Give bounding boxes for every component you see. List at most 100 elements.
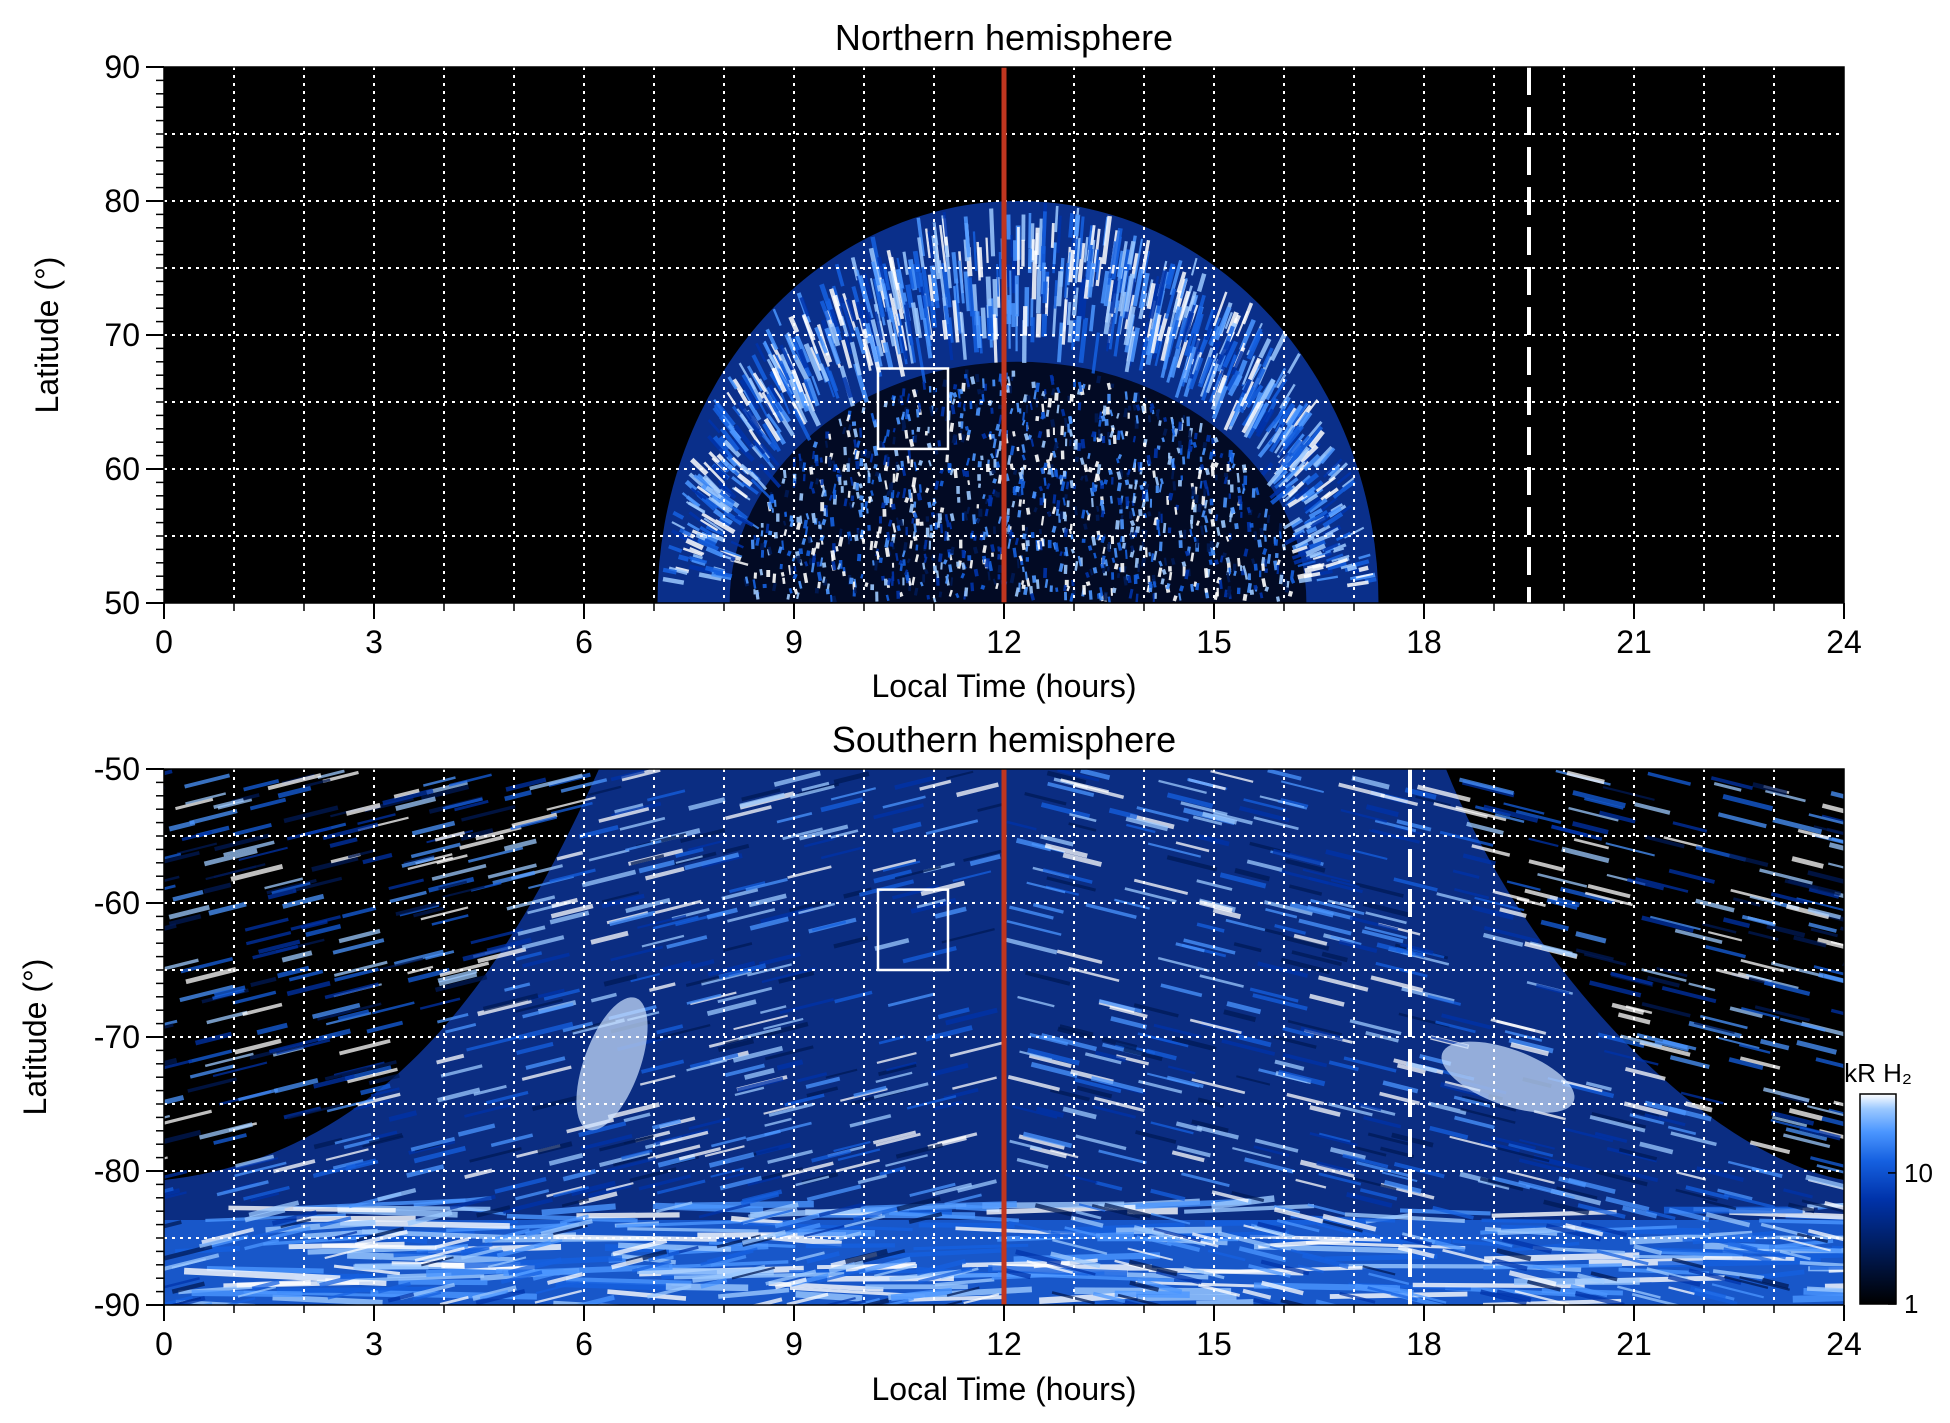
north-auroral-streak xyxy=(1280,438,1303,468)
south-streak xyxy=(1705,945,1746,959)
south-streak xyxy=(1583,797,1624,810)
south-streak xyxy=(436,1053,465,1065)
north-speckle xyxy=(1085,509,1090,516)
north-auroral-streak xyxy=(767,353,779,369)
south-streak xyxy=(1219,872,1267,889)
south-streak xyxy=(767,1149,813,1165)
north-speckle xyxy=(1101,555,1106,564)
north-auroral-streak xyxy=(1191,354,1200,375)
north-auroral-streak xyxy=(737,389,750,407)
south-streak xyxy=(281,950,313,963)
south-streak xyxy=(362,852,393,865)
south-streak xyxy=(338,928,381,944)
south-streak xyxy=(290,915,341,931)
north-speckle xyxy=(1022,394,1028,403)
south-streak xyxy=(1766,923,1806,938)
south-title: Southern hemisphere xyxy=(832,719,1176,760)
south-streak xyxy=(707,960,756,977)
north-speckle xyxy=(831,561,837,571)
south-streak xyxy=(1818,972,1844,984)
north-x-tick-label: 24 xyxy=(1826,624,1862,660)
north-auroral-streak xyxy=(1154,339,1163,367)
north-speckle xyxy=(970,582,975,592)
south-streak xyxy=(439,1295,469,1305)
north-speckle xyxy=(917,459,924,466)
south-streak xyxy=(572,1294,615,1305)
north-auroral-streak xyxy=(1164,288,1177,320)
north-auroral-streak xyxy=(1085,248,1094,281)
south-streak xyxy=(1560,1079,1603,1093)
north-speckle xyxy=(819,457,823,463)
south-streak xyxy=(1824,1200,1844,1211)
south-streak xyxy=(1355,1161,1412,1178)
south-streak xyxy=(505,777,547,792)
north-auroral-streak xyxy=(743,389,757,411)
north-speckle xyxy=(1241,488,1246,495)
north-auroral-streak xyxy=(705,546,724,558)
north-auroral-streak xyxy=(806,377,820,407)
north-auroral-streak xyxy=(845,298,856,322)
north-speckle xyxy=(1218,579,1223,590)
south-streak xyxy=(1181,1172,1230,1188)
south-streak xyxy=(1129,813,1175,830)
south-streak xyxy=(1191,1119,1229,1133)
south-streak xyxy=(1246,859,1283,872)
north-speckle xyxy=(829,516,835,527)
south-streak xyxy=(570,1180,616,1197)
south-streak xyxy=(818,1202,866,1218)
north-auroral-streak xyxy=(898,283,906,306)
north-y-tick-label: 50 xyxy=(104,585,140,621)
north-speckle xyxy=(948,522,953,530)
north-speckle xyxy=(960,572,966,579)
north-speckle xyxy=(853,439,858,448)
north-speckle xyxy=(1054,392,1059,401)
south-streak xyxy=(1693,1021,1735,1034)
north-auroral-streak xyxy=(1326,553,1344,563)
south-streak xyxy=(1707,930,1743,942)
north-speckle xyxy=(1111,557,1116,564)
south-streak xyxy=(1661,986,1717,1004)
north-speckle xyxy=(847,536,851,545)
south-streak xyxy=(755,1142,792,1156)
south-streak xyxy=(1620,1169,1659,1183)
north-speckle xyxy=(982,493,986,500)
north-auroral-streak xyxy=(1175,290,1191,328)
south-streak xyxy=(652,1118,682,1130)
north-auroral-streak xyxy=(870,318,884,357)
south-polar-arc xyxy=(1630,1226,1710,1236)
north-speckle xyxy=(1041,403,1045,413)
north-speckle xyxy=(780,571,785,577)
south-streak xyxy=(412,1291,442,1301)
north-speckle xyxy=(804,526,809,536)
north-auroral-streak xyxy=(1289,402,1308,430)
north-auroral-streak xyxy=(705,525,725,537)
south-streak xyxy=(1594,1131,1628,1143)
north-auroral-streak xyxy=(1325,527,1339,537)
south-polar-arc xyxy=(616,1219,744,1228)
north-speckle xyxy=(808,466,814,475)
north-speckle xyxy=(894,449,899,457)
south-streak xyxy=(237,1286,277,1298)
south-streak xyxy=(1383,1180,1422,1194)
north-speckle xyxy=(1068,528,1072,535)
north-speckle xyxy=(1100,415,1106,422)
north-speckle xyxy=(1187,440,1192,450)
south-streak xyxy=(742,1235,774,1247)
south-streak xyxy=(706,999,757,1016)
south-streak xyxy=(507,1257,563,1276)
south-streak xyxy=(244,1207,286,1223)
south-streak xyxy=(887,992,935,1007)
south-streak xyxy=(625,839,662,852)
north-speckle xyxy=(1259,592,1264,599)
north-auroral-streak xyxy=(951,251,959,284)
north-auroral-streak xyxy=(1174,369,1187,399)
north-speckle xyxy=(926,442,932,449)
north-speckle xyxy=(966,490,972,500)
north-auroral-streak xyxy=(1252,402,1270,430)
south-streak xyxy=(833,1140,871,1153)
north-auroral-streak xyxy=(809,346,822,371)
north-speckle xyxy=(898,591,904,598)
south-streak xyxy=(326,1098,374,1113)
south-streak xyxy=(368,1133,403,1145)
south-streak xyxy=(1427,994,1462,1006)
